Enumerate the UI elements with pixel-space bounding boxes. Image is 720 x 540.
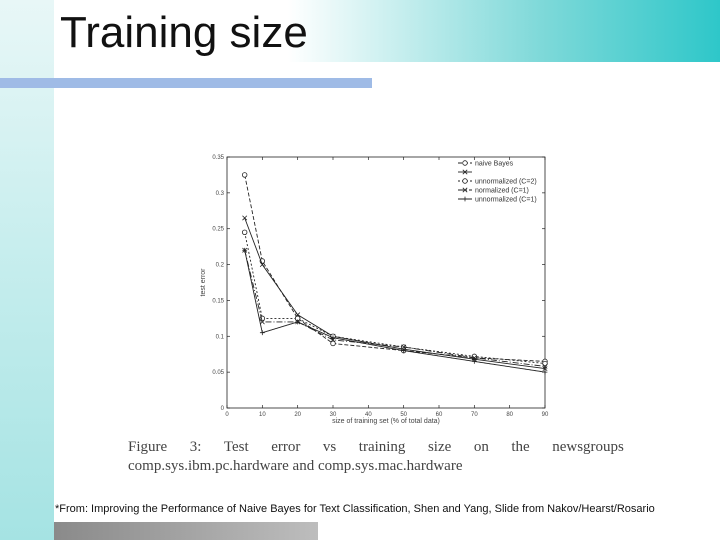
slide-title: Training size	[60, 8, 308, 57]
y-tick-label: 0.3	[216, 191, 225, 197]
y-tick-label: 0.35	[212, 155, 224, 161]
data-point	[330, 335, 336, 341]
y-tick-label: 0	[221, 406, 225, 412]
data-point	[401, 348, 407, 354]
data-point	[259, 262, 265, 268]
data-point	[259, 330, 265, 336]
y-tick-label: 0.1	[216, 334, 225, 340]
series-2	[242, 215, 548, 372]
data-point	[462, 169, 468, 175]
x-tick-label: 10	[259, 412, 266, 418]
y-tick-label: 0.15	[212, 298, 224, 304]
caption-word: Test	[223, 439, 249, 455]
x-tick-label: 0	[225, 412, 229, 418]
series-3	[241, 229, 548, 367]
series-4	[242, 247, 548, 369]
data-point	[242, 215, 248, 221]
bottom-bar	[54, 522, 318, 540]
x-tick-label: 30	[330, 412, 337, 418]
data-point	[462, 160, 468, 166]
x-axis-label: size of training set (% of total data)	[332, 418, 440, 425]
x-tick-label: 60	[436, 412, 443, 418]
left-sidebar-band	[0, 0, 54, 540]
caption-word: Figure	[128, 439, 168, 455]
caption-word: on	[473, 439, 489, 455]
x-tick-label: 20	[294, 412, 301, 418]
legend-label: normalized (C=1)	[475, 188, 529, 195]
y-tick-label: 0.05	[212, 370, 224, 376]
data-point	[401, 344, 407, 350]
x-tick-label: 70	[471, 412, 478, 418]
series-line	[244, 250, 546, 373]
legend-label: unnormalized (C=2)	[475, 179, 537, 186]
data-point	[462, 178, 468, 184]
x-tick-label: 40	[365, 412, 372, 418]
data-point	[471, 358, 477, 364]
data-point	[542, 366, 548, 372]
plot-frame	[226, 156, 546, 409]
legend-label: unnormalized (C=1)	[475, 197, 537, 204]
data-point	[259, 319, 265, 325]
data-point	[295, 319, 301, 325]
data-point	[241, 229, 248, 235]
x-tick-label: 90	[542, 412, 549, 418]
caption-word: error	[271, 439, 301, 455]
caption-line-2: comp.sys.ibm.pc.hardware and comp.sys.ma…	[128, 458, 463, 474]
header-band	[0, 0, 720, 62]
data-point	[542, 363, 548, 369]
data-point	[462, 196, 468, 202]
caption-word: training	[358, 439, 406, 455]
y-axis-label: test error	[200, 268, 207, 297]
data-point	[542, 360, 548, 367]
legend: naive Bayes unnormalized (C=2) normalized …	[458, 160, 537, 204]
caption-word: vs	[322, 439, 337, 455]
series-5	[242, 247, 548, 375]
series-line	[244, 232, 546, 364]
data-point	[542, 369, 548, 375]
figure-caption: Figure 3: Test error vs training size on the news…	[128, 438, 624, 476]
caption-word: the	[511, 439, 530, 455]
data-point	[242, 247, 248, 253]
data-point	[462, 187, 468, 193]
caption-word: size	[427, 439, 452, 455]
x-tick-label: 50	[400, 412, 407, 418]
data-point	[241, 172, 248, 178]
legend-label: naive Bayes	[475, 161, 514, 168]
title-underline	[0, 78, 372, 88]
caption-word: 3:	[189, 439, 202, 455]
x-tick-label: 80	[506, 412, 513, 418]
source-footnote: *From: Improving the Performance of Naiv…	[55, 503, 655, 515]
caption-word: newsgroups	[552, 439, 624, 455]
y-tick-label: 0.25	[212, 227, 224, 233]
y-tick-label: 0.2	[216, 263, 225, 269]
data-point	[471, 355, 477, 361]
caption-line-1: Figure 3: Test error vs training size on the news…	[128, 438, 624, 457]
data-point	[330, 340, 336, 347]
